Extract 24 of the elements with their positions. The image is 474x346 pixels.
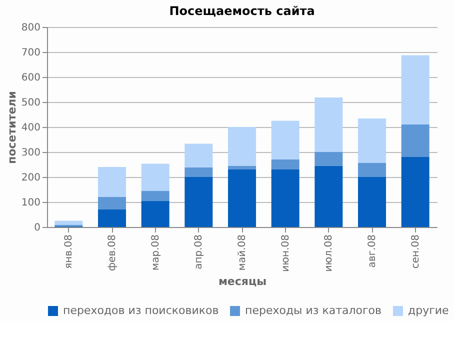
y-tick-label: 200 xyxy=(21,172,40,184)
y-axis-title: посетители xyxy=(5,91,18,164)
x-tick-label: фев.08 xyxy=(107,234,118,271)
x-axis-title: месяцы xyxy=(218,274,267,288)
legend-label: другие xyxy=(408,304,450,317)
x-tick-label: май.08 xyxy=(237,234,248,271)
y-tick-label: 800 xyxy=(21,22,40,34)
legend-label: переходы из каталогов xyxy=(245,304,382,317)
y-tick-label: 700 xyxy=(21,48,40,58)
y-tick-label: 500 xyxy=(21,98,40,108)
x-tick-label: июн.08 xyxy=(280,234,292,272)
y-tick-label: 300 xyxy=(21,148,40,158)
y-tick-label: 400 xyxy=(21,122,40,134)
chart-title: Посещаемость сайта xyxy=(169,4,315,18)
legend-label: переходов из поисковиков xyxy=(63,304,219,317)
x-tick-label: сен.08 xyxy=(410,234,422,269)
x-tick-label: мар.08 xyxy=(150,234,162,270)
x-tick-label: июл.08 xyxy=(324,234,335,272)
y-tick-label: 100 xyxy=(21,198,40,208)
y-tick-label: 0 xyxy=(34,222,40,234)
y-tick-label: 600 xyxy=(21,72,40,84)
x-tick-label: апр.08 xyxy=(194,234,205,270)
x-tick-label: янв.08 xyxy=(64,234,75,269)
x-tick-label: авг.08 xyxy=(367,234,378,268)
